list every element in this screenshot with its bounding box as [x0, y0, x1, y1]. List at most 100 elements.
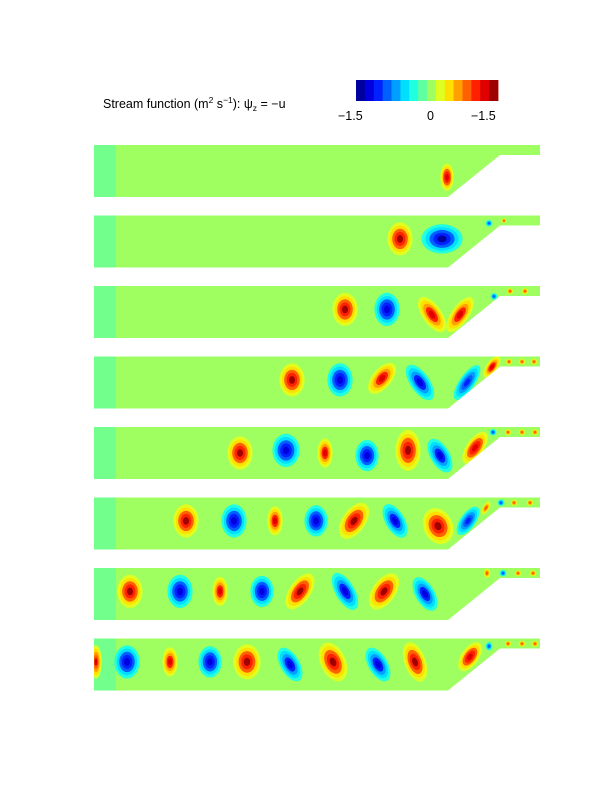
- negative-eddy: [489, 428, 497, 436]
- colorbar-tick-label: −1.5: [471, 109, 496, 123]
- positive-eddy: [506, 287, 514, 295]
- colorbar: [356, 80, 499, 101]
- negative-eddy: [499, 569, 507, 577]
- positive-eddy: [422, 508, 454, 545]
- colorbar-swatch: [462, 80, 472, 101]
- positive-eddy: [395, 429, 421, 471]
- positive-eddy: [162, 647, 178, 677]
- background-band: [94, 427, 116, 479]
- positive-eddy: [446, 297, 474, 333]
- panel: [94, 568, 540, 620]
- positive-eddy: [531, 428, 539, 436]
- positive-eddy: [233, 644, 261, 680]
- negative-eddy: [382, 504, 408, 538]
- colorbar-swatch: [356, 80, 366, 101]
- positive-eddy: [368, 573, 400, 610]
- negative-eddy: [453, 365, 481, 400]
- positive-eddy: [505, 358, 513, 366]
- positive-eddy: [458, 642, 482, 672]
- negative-eddy: [365, 647, 391, 682]
- colorbar-tick-label: −1.5: [338, 109, 363, 123]
- positive-eddy: [514, 569, 522, 577]
- panel: [94, 215, 540, 268]
- negative-eddy: [277, 647, 303, 682]
- positive-eddy: [417, 296, 447, 333]
- positive-eddy: [531, 640, 539, 648]
- background-band: [94, 215, 116, 268]
- colorbar-swatch: [435, 80, 446, 101]
- background-band: [94, 286, 116, 338]
- background-band: [94, 145, 116, 197]
- panel-domain: [94, 427, 540, 479]
- positive-eddy: [462, 431, 488, 464]
- positive-eddy: [212, 576, 228, 607]
- negative-eddy: [167, 574, 193, 609]
- negative-eddy: [485, 219, 493, 227]
- background-band: [94, 356, 116, 409]
- colorbar-swatch: [480, 80, 490, 101]
- positive-eddy: [504, 428, 512, 436]
- positive-eddy: [504, 640, 512, 648]
- negative-eddy: [405, 364, 435, 401]
- panel-domain: [94, 145, 540, 197]
- positive-eddy: [94, 645, 102, 679]
- panel: [94, 286, 540, 338]
- negative-eddy: [421, 224, 463, 254]
- panel: [94, 356, 540, 409]
- panel-domain: [94, 286, 540, 338]
- positive-eddy: [501, 218, 507, 224]
- panel: [94, 427, 540, 479]
- negative-eddy: [221, 504, 247, 538]
- background-band: [94, 497, 116, 550]
- positive-eddy: [332, 292, 358, 326]
- colorbar-swatch: [471, 80, 481, 101]
- positive-eddy: [267, 506, 283, 536]
- negative-eddy: [272, 433, 300, 467]
- positive-eddy: [521, 287, 529, 295]
- positive-eddy: [510, 499, 518, 507]
- panel-domain: [94, 215, 540, 268]
- negative-eddy: [497, 499, 505, 507]
- colorbar-swatch: [427, 80, 437, 101]
- positive-eddy: [318, 642, 348, 682]
- negative-eddy: [304, 505, 328, 537]
- colorbar-swatch: [400, 80, 410, 101]
- panel-domain: [94, 568, 540, 620]
- background-band: [94, 568, 116, 620]
- positive-eddy: [402, 642, 428, 682]
- colorbar-swatch: [373, 80, 384, 101]
- positive-eddy: [279, 363, 305, 397]
- positive-eddy: [529, 569, 537, 577]
- colorbar-tick-label: 0: [427, 109, 434, 123]
- negative-eddy: [456, 506, 480, 536]
- negative-eddy: [327, 363, 353, 397]
- colorbar-swatch: [382, 80, 392, 101]
- positive-eddy: [483, 356, 501, 378]
- positive-eddy: [173, 504, 199, 538]
- negative-eddy: [490, 292, 498, 300]
- positive-eddy: [483, 568, 491, 579]
- negative-eddy: [355, 440, 379, 472]
- negative-eddy: [331, 572, 359, 610]
- negative-eddy: [114, 645, 140, 679]
- panels: [94, 145, 540, 691]
- colorbar-swatch: [364, 80, 375, 101]
- positive-eddy: [440, 163, 454, 191]
- colorbar-swatch: [489, 80, 499, 101]
- negative-eddy: [250, 575, 274, 608]
- colorbar-swatch: [453, 80, 463, 101]
- panel: [94, 497, 540, 550]
- colorbar-swatch: [418, 80, 428, 101]
- negative-eddy: [485, 641, 493, 651]
- positive-eddy: [526, 499, 534, 507]
- positive-eddy: [480, 500, 492, 516]
- colorbar-swatch: [409, 80, 419, 101]
- panel: [94, 145, 540, 197]
- negative-eddy: [198, 646, 222, 678]
- positive-eddy: [530, 358, 538, 366]
- panel: [94, 638, 540, 691]
- negative-eddy: [412, 577, 438, 611]
- positive-eddy: [285, 573, 315, 610]
- positive-eddy: [518, 358, 526, 366]
